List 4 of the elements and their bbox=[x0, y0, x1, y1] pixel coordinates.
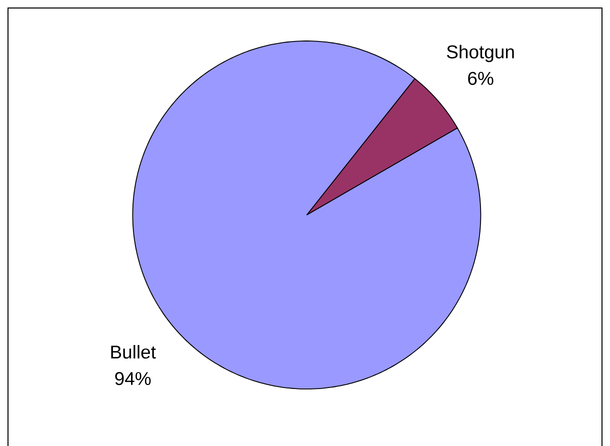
slice-label: Bullet bbox=[111, 345, 156, 359]
data-label: 94% bbox=[115, 372, 151, 386]
data-label: 6% bbox=[468, 72, 494, 85]
slice-label: Shotgun bbox=[446, 44, 514, 62]
